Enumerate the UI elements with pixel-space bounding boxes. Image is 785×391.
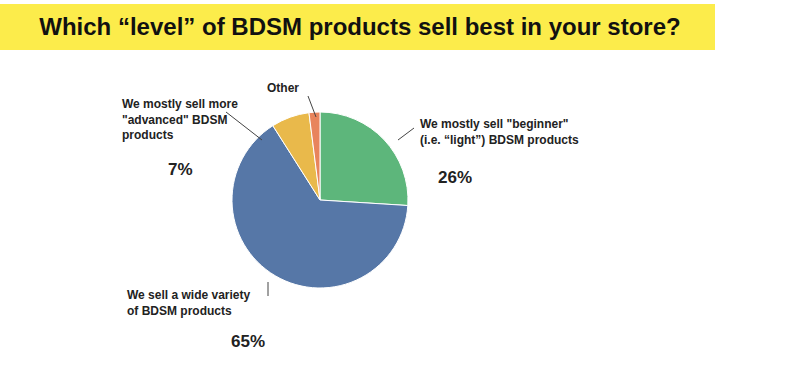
svg-text:We mostly sell more"advanced": We mostly sell more"advanced" BDSMproduc… — [122, 97, 238, 142]
svg-text:Which “level” of BDSM products: Which “level” of BDSM products sell best… — [39, 13, 680, 40]
svg-text:We mostly sell "beginner"(i.e.: We mostly sell "beginner"(i.e. “light”) … — [420, 117, 579, 147]
svg-text:65%: 65% — [231, 332, 265, 351]
svg-text:Other: Other — [267, 81, 299, 95]
svg-text:We sell a wide varietyof BDSM: We sell a wide varietyof BDSM products — [127, 288, 251, 318]
svg-text:26%: 26% — [438, 168, 472, 187]
svg-text:7%: 7% — [168, 160, 193, 179]
